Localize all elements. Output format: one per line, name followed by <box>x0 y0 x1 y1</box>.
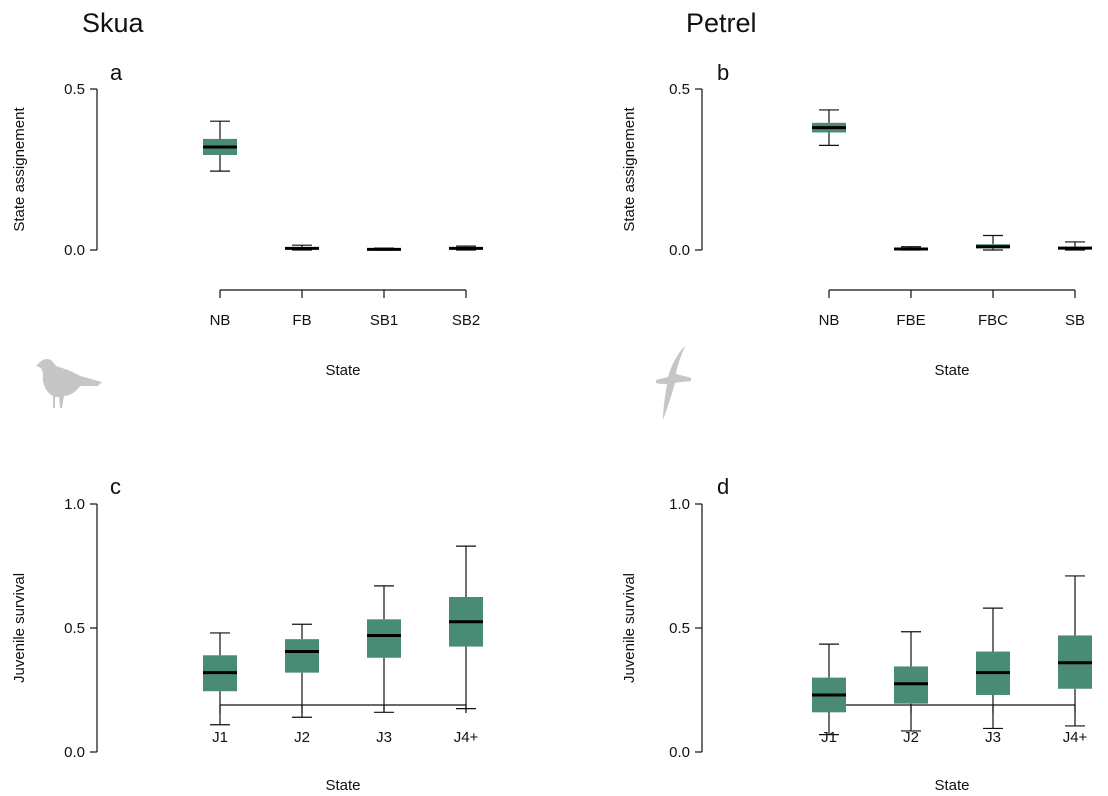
box-J4+ <box>1058 575 1092 727</box>
y-tick-label: 0.5 <box>669 620 690 637</box>
column-title-petrel: Petrel <box>686 8 757 38</box>
box-NB <box>812 109 846 146</box>
box-J3 <box>976 607 1010 730</box>
y-axis-title: State assignement <box>621 107 638 232</box>
x-tick-label: J2 <box>294 729 310 746</box>
box-FB <box>285 244 319 251</box>
panel-b: b 0.0 0.5 State assignement NB FBE FBC SB State <box>621 60 1092 379</box>
x-tick-label: J4+ <box>1063 729 1088 746</box>
y-tick-label: 1.0 <box>64 496 85 513</box>
x-tick-label: J3 <box>985 729 1001 746</box>
column-title-skua: Skua <box>82 8 144 38</box>
box-iqr <box>285 639 319 673</box>
box-NB <box>203 120 237 172</box>
y-tick-label: 0.5 <box>64 81 85 98</box>
y-tick-label: 0.0 <box>64 744 85 761</box>
box-J1 <box>203 632 237 726</box>
box-SB <box>1058 241 1092 251</box>
x-tick-label: SB2 <box>452 312 480 329</box>
box-J3 <box>367 585 401 713</box>
x-axis-title: State <box>325 362 360 379</box>
panel-letter: c <box>110 474 121 499</box>
x-tick-label: J4+ <box>454 729 479 746</box>
box-FBC <box>976 234 1010 251</box>
box-J4+ <box>449 545 483 710</box>
x-axis-title: State <box>325 777 360 794</box>
box-FBE <box>894 246 928 251</box>
y-axis-title: Juvenile survival <box>621 573 638 683</box>
x-tick-label: FB <box>292 312 311 329</box>
y-tick-label: 0.5 <box>669 81 690 98</box>
x-tick-label: NB <box>819 312 840 329</box>
box-J1 <box>812 643 846 736</box>
y-tick-label: 1.0 <box>669 496 690 513</box>
panel-d: d 0.0 0.5 1.0 Juvenile survival J1 J2 J3 J4+ Stat… <box>621 474 1092 794</box>
x-tick-label: SB <box>1065 312 1085 329</box>
skua-silhouette-icon <box>36 359 102 408</box>
y-tick-label: 0.5 <box>64 620 85 637</box>
panel-letter: a <box>110 60 123 85</box>
box-SB1 <box>367 247 401 251</box>
box-iqr <box>367 619 401 658</box>
panel-letter: d <box>717 474 729 499</box>
x-tick-label: NB <box>210 312 231 329</box>
x-tick-label: J1 <box>212 729 228 746</box>
x-tick-label: FBE <box>896 312 925 329</box>
box-J2 <box>894 631 928 732</box>
x-tick-label: J2 <box>903 729 919 746</box>
x-tick-label: SB1 <box>370 312 398 329</box>
panel-c: c 0.0 0.5 1.0 Juvenile survival J1 J2 J3 J4+ Stat… <box>11 474 483 794</box>
panel-a: a 0.0 0.5 State assignement NB FB SB1 SB2 State <box>11 60 483 379</box>
y-tick-label: 0.0 <box>64 242 85 259</box>
panel-letter: b <box>717 60 729 85</box>
y-tick-label: 0.0 <box>669 744 690 761</box>
box-SB2 <box>449 245 483 251</box>
y-tick-label: 0.0 <box>669 242 690 259</box>
box-J2 <box>285 623 319 718</box>
x-tick-label: J3 <box>376 729 392 746</box>
y-axis-title: State assignement <box>11 107 28 232</box>
x-axis-title: State <box>934 362 969 379</box>
x-tick-label: FBC <box>978 312 1008 329</box>
y-axis-title: Juvenile survival <box>11 573 28 683</box>
x-tick-label: J1 <box>821 729 837 746</box>
x-axis-title: State <box>934 777 969 794</box>
petrel-silhouette-icon <box>656 346 691 420</box>
